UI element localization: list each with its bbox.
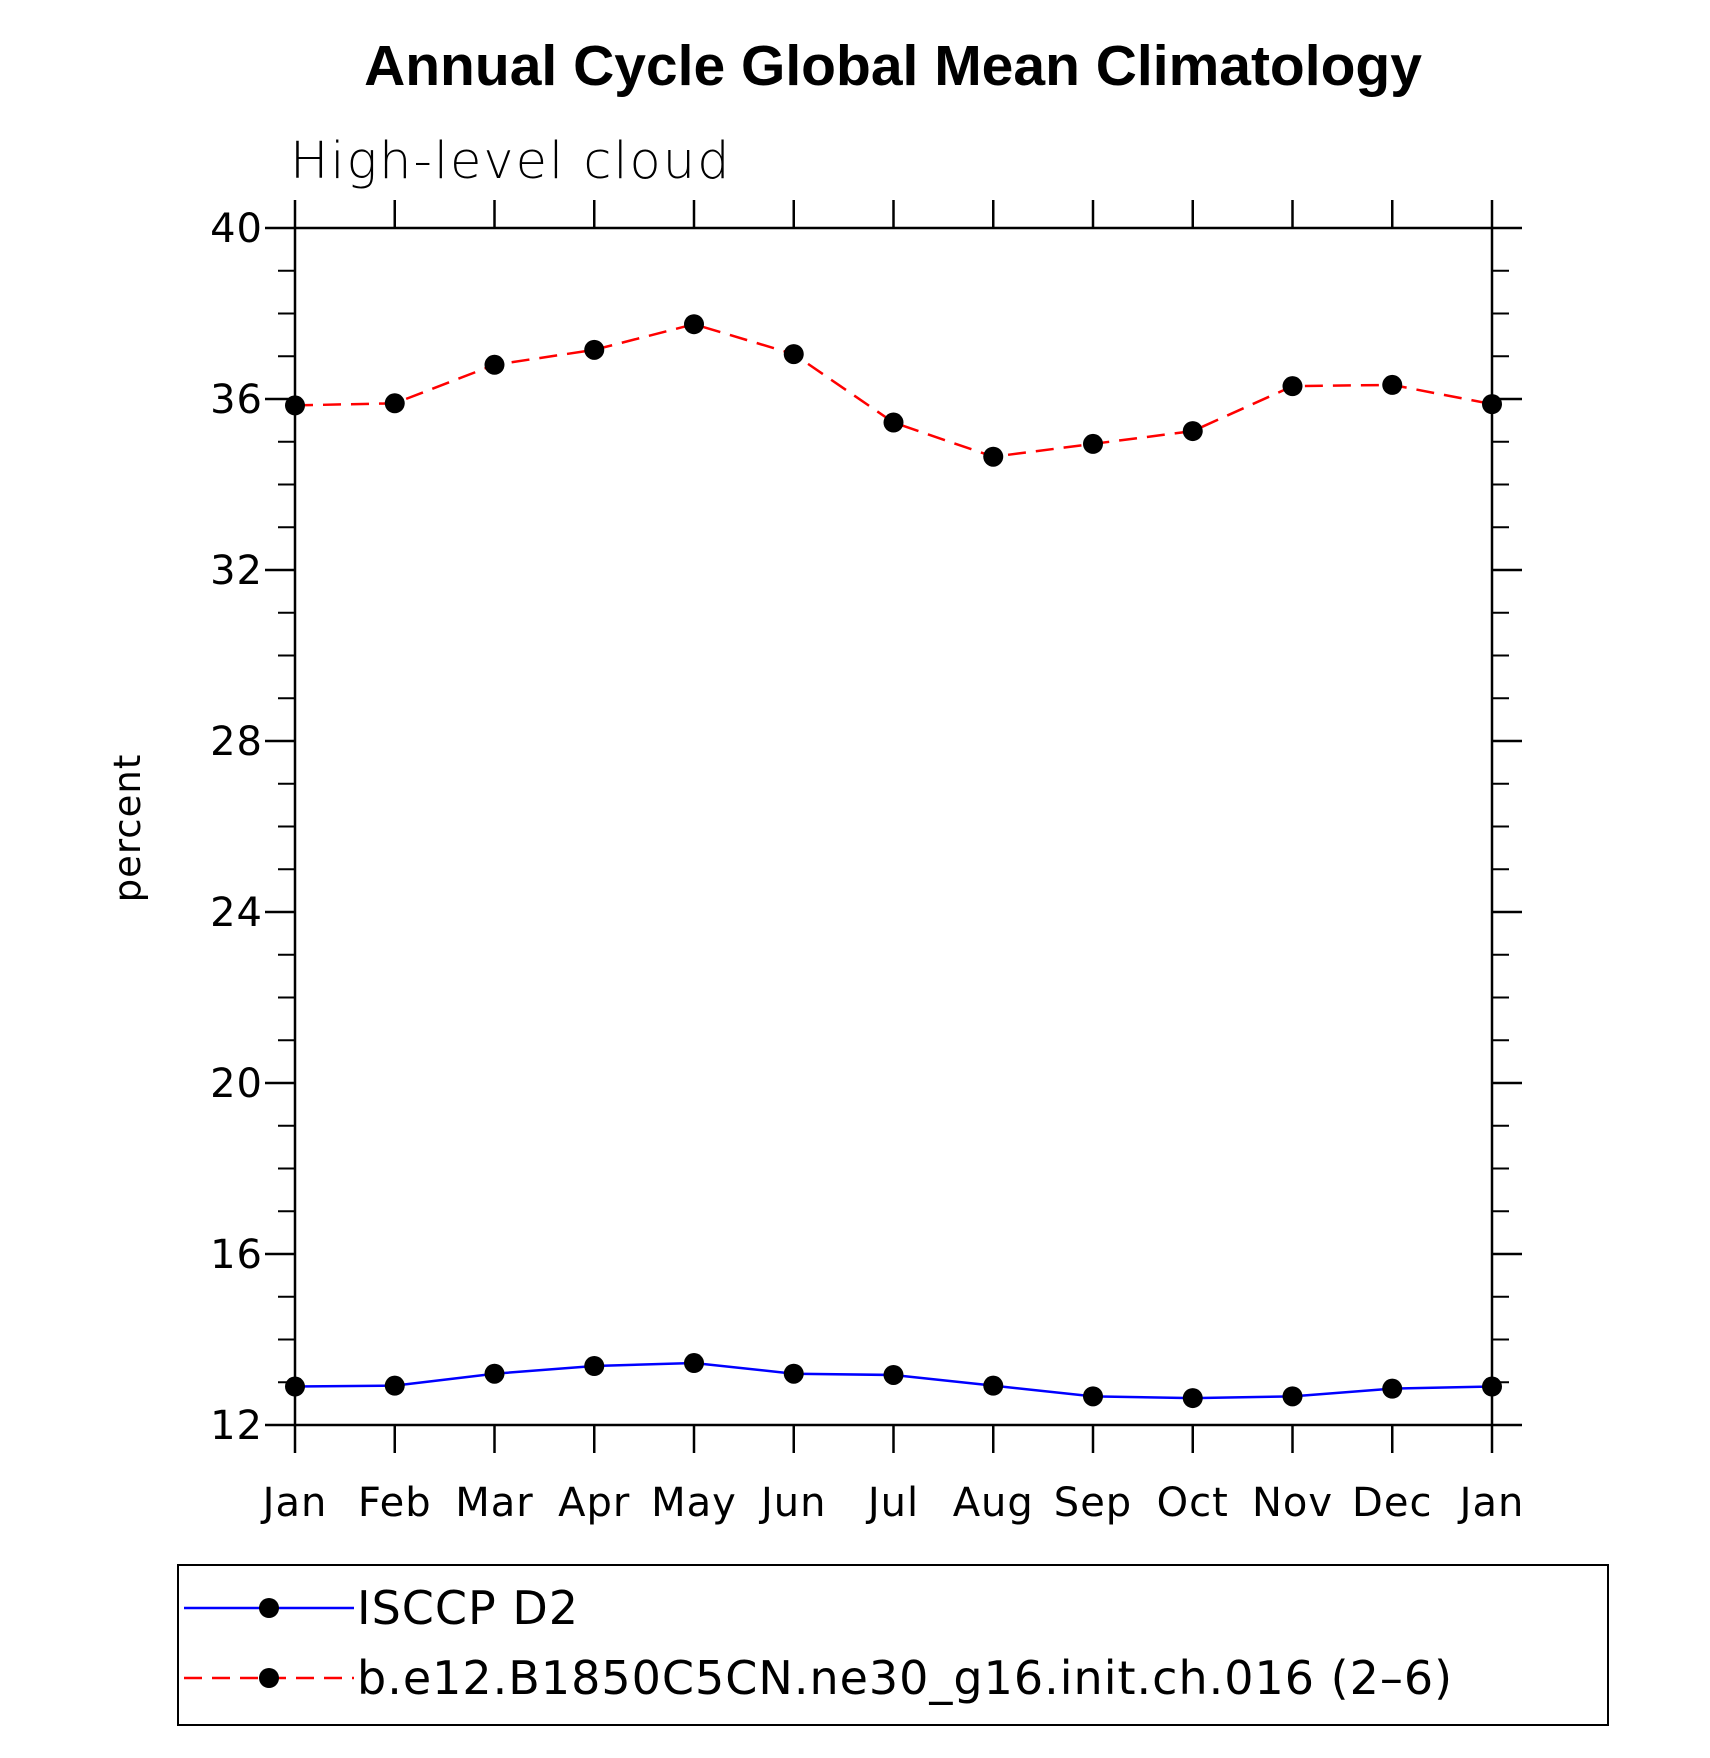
y-tick-label: 16 <box>210 1232 263 1278</box>
x-tick-label: Oct <box>1157 1480 1229 1526</box>
x-tick-label: Aug <box>953 1480 1034 1526</box>
data-point <box>783 344 804 365</box>
data-point <box>1083 1386 1103 1407</box>
x-tick-label: Sep <box>1054 1480 1132 1526</box>
x-tick-label: Jan <box>260 1480 328 1526</box>
data-point <box>1482 394 1502 415</box>
data-point <box>285 395 305 416</box>
data-point <box>1083 433 1103 454</box>
legend-marker-2 <box>259 1668 279 1688</box>
y-axis-label: percent <box>106 754 149 903</box>
x-tick-label: Jun <box>758 1480 827 1526</box>
series-line-2 <box>294 322 1493 458</box>
legend-label-2: b.e12.B1850C5CN.ne30_g16.init.ch.016 (2–… <box>357 1651 1453 1705</box>
data-point <box>285 1376 305 1397</box>
y-tick-label: 20 <box>210 1061 263 1107</box>
data-point <box>883 412 904 433</box>
data-point <box>983 1375 1004 1396</box>
y-tick-labels: 12 16 20 24 28 32 36 40 <box>210 206 263 1449</box>
data-point <box>484 1363 505 1384</box>
x-tick-label: Feb <box>358 1480 432 1526</box>
y-tick-label: 40 <box>210 206 263 252</box>
y-tick-label: 24 <box>210 890 263 936</box>
data-point <box>584 1356 605 1377</box>
data-point <box>783 1363 804 1384</box>
data-point <box>384 393 405 414</box>
plot-frame <box>293 226 1494 1427</box>
y-tick-label: 36 <box>210 377 263 423</box>
data-point <box>684 1353 704 1374</box>
data-point <box>584 339 605 360</box>
x-tick-label: Jul <box>865 1480 919 1526</box>
axis-ticks <box>265 200 1522 1453</box>
x-tick-label: Dec <box>1352 1480 1432 1526</box>
x-tick-label: Nov <box>1252 1480 1333 1526</box>
x-tick-label: Jan <box>1457 1480 1525 1526</box>
data-point <box>484 354 505 375</box>
data-point <box>1382 374 1403 395</box>
chart-subtitle: High-level cloud <box>290 132 731 191</box>
data-point <box>1382 1378 1403 1399</box>
data-point <box>1482 1376 1502 1397</box>
data-point <box>384 1375 405 1396</box>
y-tick-label: 28 <box>210 719 263 765</box>
y-tick-label: 32 <box>210 548 263 594</box>
data-point <box>1182 1388 1203 1409</box>
x-tick-label: Apr <box>558 1480 630 1526</box>
data-point <box>883 1364 904 1385</box>
data-point <box>1282 1386 1303 1407</box>
series-layer <box>285 314 1502 1409</box>
data-point <box>684 314 704 335</box>
data-point <box>983 446 1004 467</box>
legend-marker-1 <box>259 1598 279 1618</box>
y-tick-label: 12 <box>210 1403 263 1449</box>
chart-title: Annual Cycle Global Mean Climatology <box>364 34 1422 98</box>
x-tick-label: May <box>651 1480 737 1526</box>
x-tick-labels: Jan Feb Mar Apr May Jun Jul Aug Sep Oct Nov Dec Jan <box>260 1480 1525 1526</box>
legend-label-1: ISCCP D2 <box>357 1581 579 1635</box>
legend-box <box>177 1564 1609 1726</box>
legend: ISCCP D2 b.e12.B1850C5CN.ne30_g16.init.ch… <box>184 1581 1453 1705</box>
x-tick-label: Mar <box>455 1480 533 1526</box>
data-point <box>1182 421 1203 442</box>
data-point <box>1282 376 1303 397</box>
